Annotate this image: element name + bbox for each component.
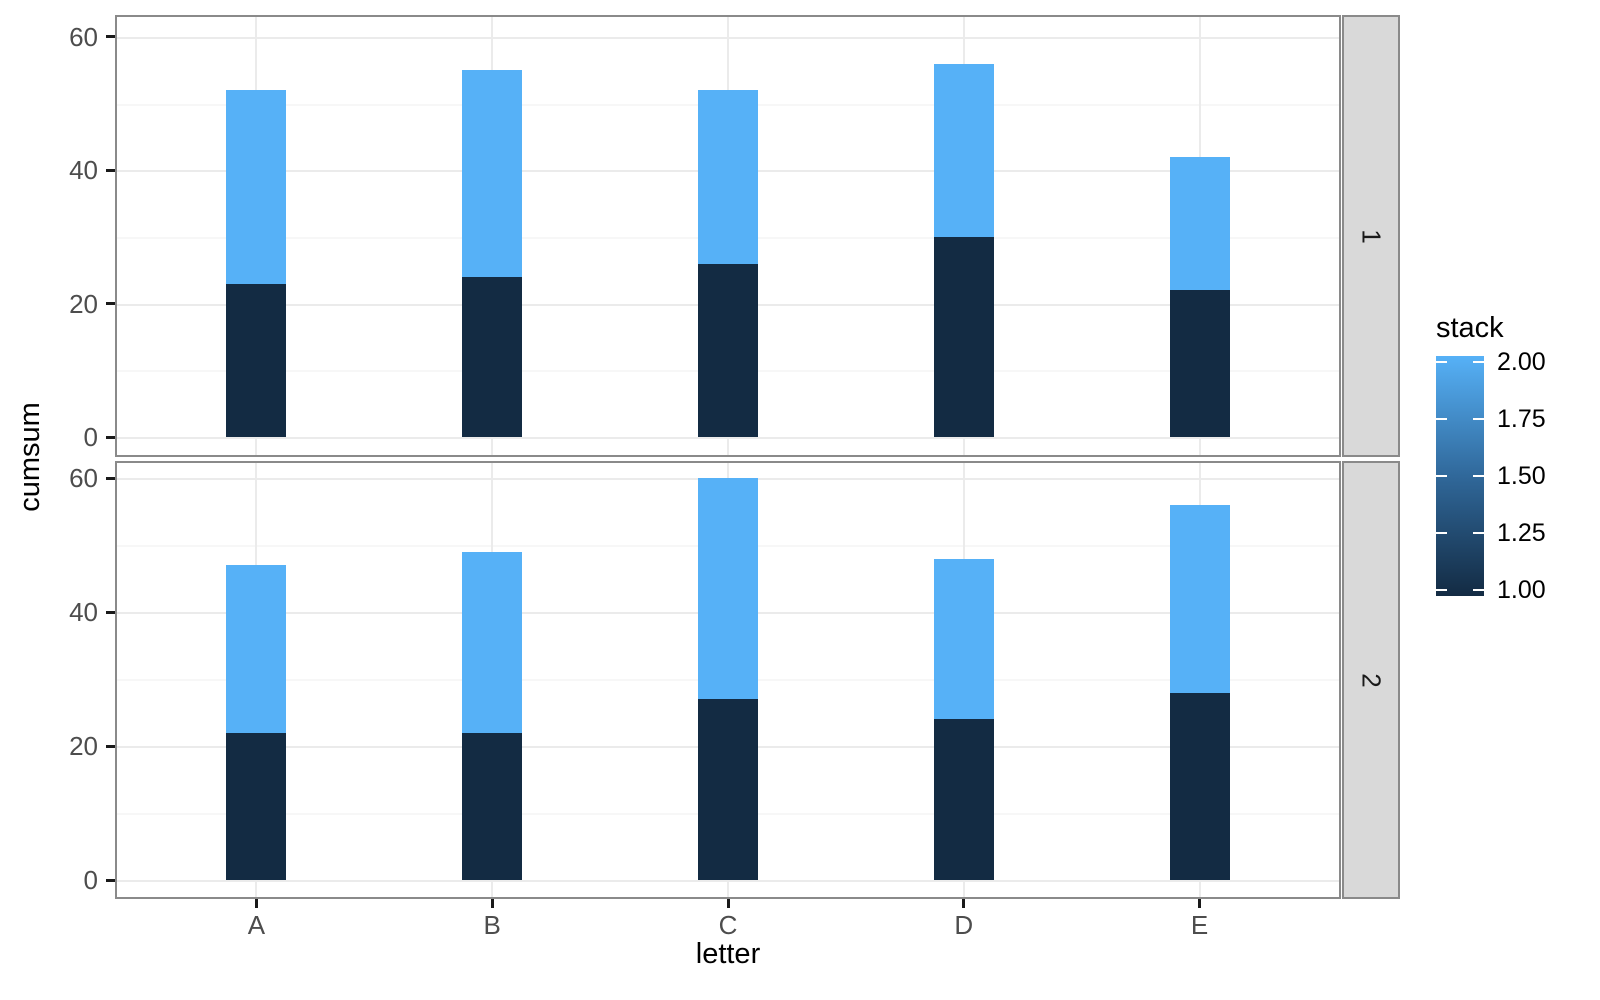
x-tick-label-B: B — [483, 910, 501, 940]
x-tick-mark-E — [1198, 899, 1202, 908]
colorbar-tick-left-1.25 — [1436, 532, 1447, 535]
bar-C-stack1 — [698, 699, 758, 880]
y-tick-label-0-0: 0 — [83, 422, 98, 452]
bar-A-stack2 — [226, 565, 287, 733]
facet-panel-1 — [115, 15, 1341, 457]
y-tick-mark-0-60 — [106, 35, 115, 39]
y-tick-label-0-20: 20 — [69, 288, 98, 319]
y-tick-mark-1-40 — [106, 610, 115, 614]
x-tick-mark-A — [254, 899, 258, 908]
colorbar-label-1.25: 1.25 — [1497, 519, 1546, 548]
x-tick-label-E: E — [1190, 910, 1209, 940]
bar-A-stack1 — [226, 283, 287, 437]
y-tick-mark-1-20 — [106, 744, 115, 748]
y-tick-label-1-20: 20 — [69, 731, 98, 762]
colorbar-tick-right-1.25 — [1473, 532, 1484, 535]
bar-B-stack2 — [462, 70, 523, 277]
colorbar-label-2.00: 2.00 — [1497, 347, 1546, 376]
colorbar-tick-left-1.75 — [1436, 417, 1447, 420]
x-tick-mark-D — [962, 899, 966, 908]
bar-B-stack2 — [462, 551, 523, 733]
bar-C-stack2 — [698, 90, 758, 264]
colorbar-tick-right-1.50 — [1473, 475, 1484, 477]
colorbar-tick-left-2.00 — [1436, 360, 1447, 363]
x-tick-mark-B — [490, 899, 494, 908]
bar-A-stack1 — [226, 732, 287, 880]
facet-strip-1-label: 1 — [1356, 228, 1387, 244]
y-tick-mark-0-0 — [106, 435, 115, 439]
y-tick-mark-1-60 — [106, 476, 115, 480]
x-axis-title: letter — [695, 938, 761, 970]
x-tick-label-C: C — [718, 910, 738, 940]
facet-strip-2-label: 2 — [1356, 672, 1387, 688]
colorbar-tick-right-2.00 — [1473, 360, 1484, 363]
y-tick-label-0-40: 40 — [69, 155, 98, 186]
bar-E-stack2 — [1169, 505, 1230, 693]
y-tick-label-1-60: 60 — [69, 463, 98, 494]
bar-C-stack1 — [698, 263, 758, 437]
bar-D-stack1 — [933, 236, 994, 437]
bar-D-stack2 — [933, 558, 994, 720]
bar-C-stack2 — [698, 478, 758, 700]
facet-strip-2: 2 — [1342, 461, 1400, 899]
bar-D-stack1 — [933, 719, 994, 880]
y-tick-mark-1-0 — [106, 878, 115, 882]
colorbar-label-1.00: 1.00 — [1497, 576, 1546, 605]
bar-E-stack1 — [1169, 290, 1230, 437]
legend-title: stack — [1436, 312, 1504, 344]
x-tick-label-D: D — [954, 910, 974, 940]
bar-B-stack1 — [462, 276, 523, 437]
colorbar-label-1.50: 1.50 — [1497, 462, 1546, 490]
y-axis-title: cumsum — [14, 402, 46, 512]
colorbar-tick-left-1.50 — [1436, 475, 1447, 477]
y-tick-label-1-40: 40 — [69, 597, 98, 628]
x-tick-mark-C — [726, 899, 730, 908]
bar-B-stack1 — [462, 732, 523, 880]
facet-strip-1: 1 — [1342, 15, 1400, 457]
y-tick-label-1-0: 0 — [83, 865, 98, 895]
colorbar-tick-left-1.00 — [1436, 589, 1447, 592]
bar-A-stack2 — [226, 90, 287, 284]
colorbar-tick-right-1.00 — [1473, 589, 1484, 592]
bar-E-stack2 — [1169, 156, 1230, 291]
facet-panel-2 — [115, 461, 1341, 899]
colorbar-label-1.75: 1.75 — [1497, 404, 1546, 433]
bar-D-stack2 — [933, 63, 994, 237]
y-tick-mark-0-20 — [106, 302, 115, 306]
y-tick-label-0-60: 60 — [69, 21, 98, 52]
colorbar-tick-right-1.75 — [1473, 417, 1484, 420]
bar-E-stack1 — [1169, 692, 1230, 880]
x-tick-label-A: A — [247, 910, 266, 940]
y-tick-mark-0-40 — [106, 168, 115, 172]
